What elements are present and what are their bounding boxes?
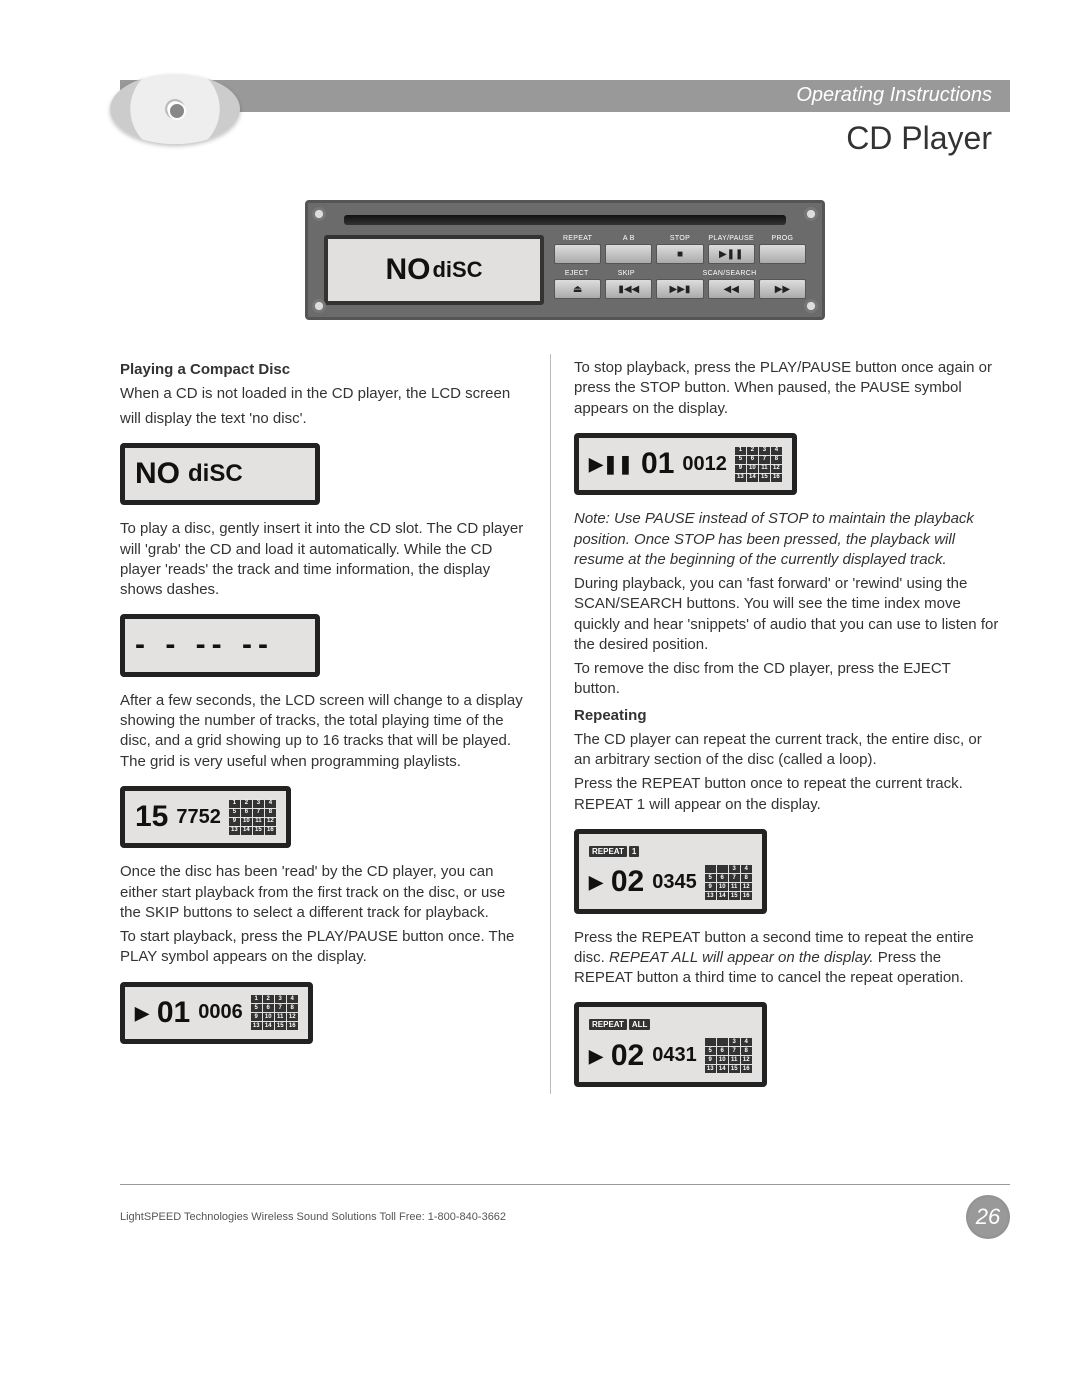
stop-icon: ■: [677, 249, 683, 260]
lcd-time: 0012: [682, 451, 727, 478]
body-text: will display the text 'no disc'.: [120, 409, 526, 429]
btn-label: [653, 270, 699, 277]
track-grid-icon: 345678910111213141516: [705, 865, 752, 900]
btn-label: A B: [605, 235, 652, 242]
footer-rule: [120, 1184, 1010, 1185]
pause-icon: ▶❚❚: [589, 452, 633, 476]
lcd-dashes: - - -- --: [120, 614, 320, 677]
ab-button[interactable]: [605, 244, 652, 264]
btn-label: SKIP: [604, 270, 650, 277]
heading-repeating: Repeating: [574, 706, 1000, 726]
play-icon: ▶: [135, 1001, 149, 1025]
repeat-mode-tag: 1: [629, 846, 639, 857]
btn-label: PROG: [759, 235, 806, 242]
body-text: During playback, you can 'fast forward' …: [574, 574, 1000, 655]
eject-button[interactable]: ⏏: [554, 279, 601, 299]
player-button-grid: REPEAT A B STOP PLAY/PAUSE PROG ■ ▶❚❚: [554, 235, 806, 305]
lcd-play: ▶ 01 0006 12345678910111213141516: [120, 982, 313, 1045]
btn-label: REPEAT: [554, 235, 601, 242]
lcd-repeatall: REPEATALL ▶ 02 0431 34567891011121314151…: [574, 1002, 767, 1087]
eject-icon: ⏏: [573, 284, 582, 295]
stop-button[interactable]: ■: [656, 244, 703, 264]
fast-forward-icon: ▶▶: [775, 284, 790, 295]
skip-fwd-icon: ▶▶▮: [670, 284, 691, 295]
body-text: To remove the disc from the CD player, p…: [574, 659, 1000, 700]
player-lcd: NOdiSC: [324, 235, 544, 305]
screw-icon: [312, 299, 326, 313]
screw-icon: [804, 207, 818, 221]
lcd-time: 0006: [198, 999, 243, 1026]
repeat-tag: REPEAT: [589, 846, 627, 857]
lcd-total-time: 7752: [176, 804, 221, 831]
lcd-nodisc: NOdiSC: [120, 443, 320, 506]
skip-back-button[interactable]: ▮◀◀: [605, 279, 652, 299]
repeat-tag: REPEAT: [589, 1019, 627, 1030]
lcd-time: 0345: [652, 869, 697, 896]
play-icon: ▶: [589, 870, 603, 894]
repeat-mode-tag: ALL: [629, 1019, 651, 1030]
header-bar: Operating Instructions: [120, 80, 1010, 112]
lcd-track: 01: [157, 993, 190, 1034]
body-text: Once the disc has been 'read' by the CD …: [120, 862, 526, 923]
track-grid-icon: 12345678910111213141516: [229, 800, 276, 835]
note-text: Note: Use PAUSE instead of STOP to maint…: [574, 509, 1000, 570]
lcd-dash-text: - - -- --: [135, 625, 274, 666]
body-text: To play a disc, gently insert it into th…: [120, 519, 526, 600]
play-pause-button[interactable]: ▶❚❚: [708, 244, 755, 264]
lcd-time: 0431: [652, 1042, 697, 1069]
cd-slot: [344, 215, 786, 225]
lcd-tracks: 15: [135, 797, 168, 838]
lcd-text-sub: diSC: [432, 257, 482, 283]
btn-label: [760, 270, 806, 277]
page-footer: LightSPEED Technologies Wireless Sound S…: [120, 1195, 1010, 1239]
body-text: The CD player can repeat the current tra…: [574, 730, 1000, 771]
skip-fwd-button[interactable]: ▶▶▮: [656, 279, 703, 299]
track-grid-icon: 12345678910111213141516: [735, 447, 782, 482]
body-text: To stop playback, press the PLAY/PAUSE b…: [574, 358, 1000, 419]
rewind-icon: ◀◀: [724, 284, 739, 295]
lcd-text-sub: diSC: [188, 458, 243, 490]
screw-icon: [312, 207, 326, 221]
cd-player-panel: NOdiSC REPEAT A B STOP PLAY/PAUSE PROG ■: [305, 200, 825, 320]
heading-playing: Playing a Compact Disc: [120, 360, 526, 380]
play-pause-icon: ▶❚❚: [719, 249, 743, 260]
lcd-track: 02: [611, 862, 644, 903]
body-text: When a CD is not loaded in the CD player…: [120, 384, 526, 404]
lcd-track: 01: [641, 444, 674, 485]
page-number-badge: 26: [966, 1195, 1010, 1239]
play-icon: ▶: [589, 1044, 603, 1068]
screw-icon: [804, 299, 818, 313]
body-text: After a few seconds, the LCD screen will…: [120, 691, 526, 772]
track-grid-icon: 12345678910111213141516: [251, 995, 298, 1030]
lcd-text-main: NO: [135, 454, 180, 495]
skip-back-icon: ▮◀◀: [618, 284, 639, 295]
page-title: CD Player: [846, 120, 992, 157]
btn-label: EJECT: [554, 270, 600, 277]
section-label: Operating Instructions: [796, 84, 992, 107]
lcd-text-main: NO: [385, 253, 430, 287]
page-header: Operating Instructions CD Player: [120, 80, 1010, 170]
prog-button[interactable]: [759, 244, 806, 264]
btn-label: SCAN/SEARCH: [703, 270, 757, 277]
lcd-track: 02: [611, 1036, 644, 1077]
lcd-pause: ▶❚❚ 01 0012 12345678910111213141516: [574, 433, 797, 496]
body-text: To start playback, press the PLAY/PAUSE …: [120, 927, 526, 968]
body-content: Playing a Compact Disc When a CD is not …: [120, 354, 1010, 1154]
repeat-button[interactable]: [554, 244, 601, 264]
btn-label: PLAY/PAUSE: [708, 235, 755, 242]
btn-label: STOP: [656, 235, 703, 242]
track-grid-icon: 345678910111213141516: [705, 1038, 752, 1073]
body-text: Press the REPEAT button once to repeat t…: [574, 774, 1000, 815]
lcd-repeat1: REPEAT1 ▶ 02 0345 345678910111213141516: [574, 829, 767, 914]
body-text: Press the REPEAT button a second time to…: [574, 928, 1000, 989]
lcd-trackcount: 15 7752 12345678910111213141516: [120, 786, 291, 849]
cd-disc-icon: [110, 74, 240, 144]
scan-back-button[interactable]: ◀◀: [708, 279, 755, 299]
footer-text: LightSPEED Technologies Wireless Sound S…: [120, 1211, 506, 1223]
scan-fwd-button[interactable]: ▶▶: [759, 279, 806, 299]
